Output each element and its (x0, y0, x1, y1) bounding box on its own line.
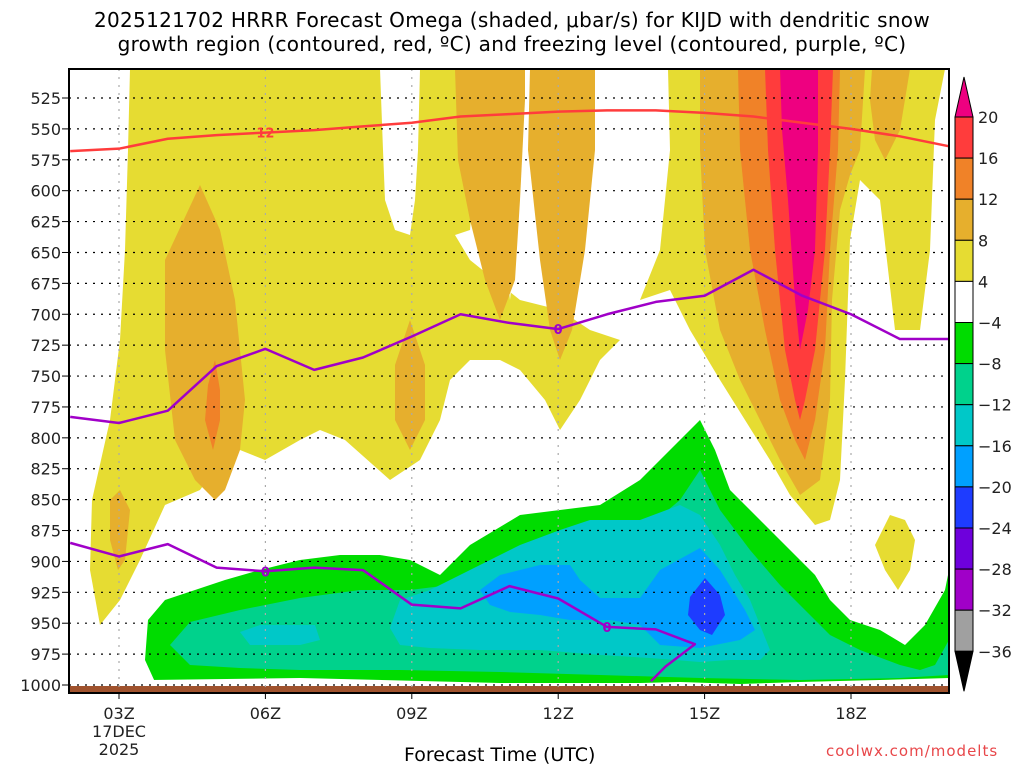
x-tick-label: 06Z (250, 704, 281, 723)
colorbar-swatch (954, 445, 974, 488)
x-tick-label: 03Z (103, 704, 134, 723)
y-tick-label: 775 (30, 398, 61, 417)
omega-region (240, 625, 320, 645)
y-axis: 525 550 575 600 625 650 675 700 725 750 775 800 825 8… (20, 89, 69, 695)
contour-lines: 12 0 0 0 (69, 109, 949, 683)
y-tick-label: 650 (30, 243, 61, 262)
y-tick-label: 950 (30, 614, 61, 633)
colorbar-swatch (954, 157, 974, 200)
y-tick-label: 625 (30, 213, 61, 232)
y-tick-label: 1000 (20, 676, 61, 695)
grid-lines (69, 69, 949, 693)
colorbar-label: 12 (978, 190, 998, 209)
x-tick-date: 17DEC (92, 722, 146, 741)
x-axis-label: Forecast Time (UTC) (404, 744, 596, 766)
omega-region (870, 69, 910, 160)
omega-region (780, 69, 818, 350)
contour-line (70, 109, 949, 153)
terrain-surface (69, 686, 949, 693)
plot-frame (68, 68, 950, 694)
colorbar-label: −36 (978, 642, 1012, 661)
credit-link[interactable]: coolwx.com/modelts (826, 742, 999, 760)
omega-region (688, 578, 725, 635)
x-tick-label: 12Z (543, 704, 574, 723)
y-tick-label: 675 (30, 274, 61, 293)
y-tick-label: 750 (30, 367, 61, 386)
colorbar-label: −4 (978, 314, 1002, 333)
colorbar-label: −28 (978, 560, 1012, 579)
colorbar-swatch (954, 322, 974, 365)
colorbar-label: −24 (978, 519, 1012, 538)
colorbar-arrow-bottom (954, 650, 974, 692)
colorbar-swatch (954, 404, 974, 447)
colorbar-label: −12 (978, 396, 1012, 415)
colorbar-swatch (954, 568, 974, 611)
contour-line (69, 541, 697, 683)
contour-label: 0 (554, 323, 563, 338)
colorbar-swatch (954, 116, 974, 159)
colorbar-label: 20 (978, 108, 998, 127)
colorbar-swatch (954, 198, 974, 241)
x-tick-year: 2025 (99, 740, 140, 759)
omega-shading (69, 69, 949, 693)
colorbar-label: 8 (978, 231, 988, 250)
colorbar-swatch (954, 609, 974, 652)
x-tick-label: 18Z (835, 704, 866, 723)
x-tick-label: 09Z (396, 704, 427, 723)
y-tick-label: 575 (30, 151, 61, 170)
y-tick-label: 975 (30, 645, 61, 664)
omega-region (528, 69, 595, 360)
omega-region (395, 320, 425, 450)
colorbar-label: 4 (978, 272, 988, 291)
contour-line (70, 268, 949, 425)
colorbar-label: −8 (978, 355, 1002, 374)
omega-region (110, 490, 130, 570)
omega-region (205, 360, 220, 450)
y-tick-label: 550 (30, 120, 61, 139)
contour-label: 0 (261, 565, 270, 580)
y-tick-label: 800 (30, 429, 61, 448)
colorbar-label: −32 (978, 601, 1012, 620)
omega-region (455, 69, 525, 320)
colorbar-swatch (954, 363, 974, 406)
y-tick-label: 850 (30, 491, 61, 510)
chart-title-line2: growth region (contoured, red, ºC) and f… (117, 32, 907, 56)
x-tick-label: 15Z (689, 704, 720, 723)
colorbar-label: −16 (978, 437, 1012, 456)
y-tick-label: 875 (30, 522, 61, 541)
y-tick-label: 600 (30, 182, 61, 201)
y-tick-label: 725 (30, 336, 61, 355)
y-tick-label: 900 (30, 552, 61, 571)
omega-region (380, 69, 420, 235)
colorbar-label: −20 (978, 478, 1012, 497)
y-tick-label: 525 (30, 89, 61, 108)
chart-title: 2025121702 HRRR Forecast Omega (shaded, … (0, 8, 1024, 56)
contour-label: 0 (602, 621, 611, 636)
omega-region (875, 515, 915, 590)
y-tick-label: 700 (30, 305, 61, 324)
y-tick-label: 825 (30, 460, 61, 479)
chart-title-line1: 2025121702 HRRR Forecast Omega (shaded, … (93, 8, 930, 32)
colorbar-swatch (954, 527, 974, 570)
colorbar-arrow-top (954, 76, 974, 118)
omega-region (165, 185, 245, 500)
contour-label: 12 (256, 127, 274, 142)
colorbar-swatch (954, 280, 974, 323)
y-tick-label: 925 (30, 583, 61, 602)
colorbar-swatch (954, 486, 974, 529)
colorbar-swatch (954, 239, 974, 282)
colorbar-label: 16 (978, 149, 998, 168)
colorbar: 20 16 12 8 4 −4 −8 −12 −16 −20 −24 −28 −32 −36 (954, 76, 1012, 692)
